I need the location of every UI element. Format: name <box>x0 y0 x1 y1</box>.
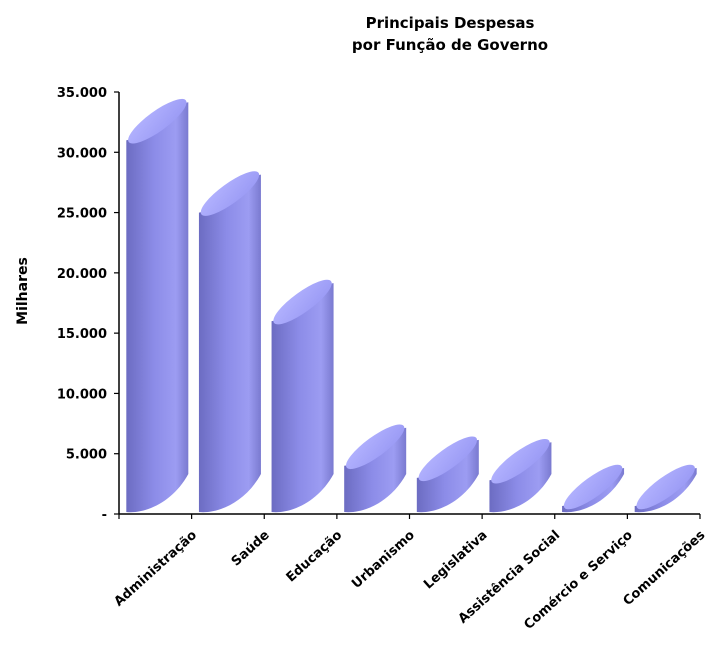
bar <box>344 424 407 513</box>
bar-body <box>271 283 334 513</box>
bar-cap <box>418 436 478 482</box>
chart-title-line-2: por Função de Governo <box>352 36 548 54</box>
y-tick-label: 35.000 <box>57 86 107 101</box>
x-tick-label: Saúde <box>229 528 273 570</box>
y-tick-label: 15.000 <box>57 327 107 342</box>
x-tick-label: Educação <box>284 528 346 586</box>
bar <box>126 98 189 513</box>
bar <box>489 438 552 513</box>
bar-cap <box>563 464 623 510</box>
bar <box>562 464 625 513</box>
x-tick-label: Urbanismo <box>349 528 418 592</box>
bar-cap <box>491 438 550 484</box>
y-tick-label: 25.000 <box>57 207 107 222</box>
y-axis-title: Milhares <box>15 257 31 325</box>
bar-cap <box>273 279 332 325</box>
bar-cap <box>200 171 260 216</box>
bar <box>271 279 334 513</box>
y-tick-label: 10.000 <box>57 387 107 402</box>
y-tick-label: 5.000 <box>66 448 107 463</box>
bar <box>416 436 479 513</box>
bar-cap <box>636 464 695 510</box>
chart-title: Principais Despesas por Função de Govern… <box>352 14 548 54</box>
bar <box>198 171 261 513</box>
x-axis <box>118 513 701 519</box>
bars <box>126 98 697 513</box>
y-tick-label: 30.000 <box>57 146 107 161</box>
x-tick-labels: Administração Saúde Educação Urbanismo Legis… <box>111 528 708 633</box>
bar-cap <box>128 98 187 144</box>
bar-cap <box>345 424 405 470</box>
bar-body <box>126 102 189 513</box>
bar-body <box>344 427 407 513</box>
y-tick-label: 20.000 <box>57 267 107 282</box>
y-axis: - 5.000 10.000 15.000 20.000 25.000 30.000 35.0… <box>57 86 120 523</box>
bar-body <box>198 174 261 513</box>
x-tick-label: Administração <box>111 528 200 610</box>
chart-title-line-1: Principais Despesas <box>366 14 535 32</box>
y-tick-label: - <box>102 508 107 523</box>
bar <box>634 464 697 513</box>
x-tick-label: Legislativa <box>421 528 490 593</box>
